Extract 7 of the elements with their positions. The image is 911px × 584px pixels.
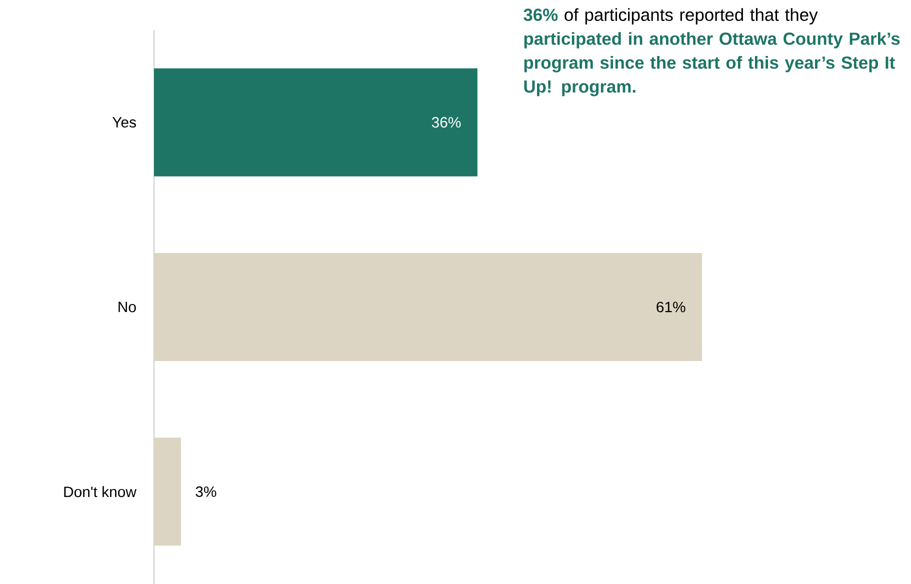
y-tick-label: No xyxy=(118,302,136,312)
y-tick-label: Yes xyxy=(112,117,136,128)
data-label: 3% xyxy=(196,486,216,497)
data-label: 61% xyxy=(656,302,686,312)
data-label: 36% xyxy=(432,117,461,128)
y-tick-label: Don't know xyxy=(64,486,137,498)
annotation: 36% of participants reported that they participated in another Ottawa County Park’s program since the start of this year’s Step It Up! program. xyxy=(524,8,900,96)
